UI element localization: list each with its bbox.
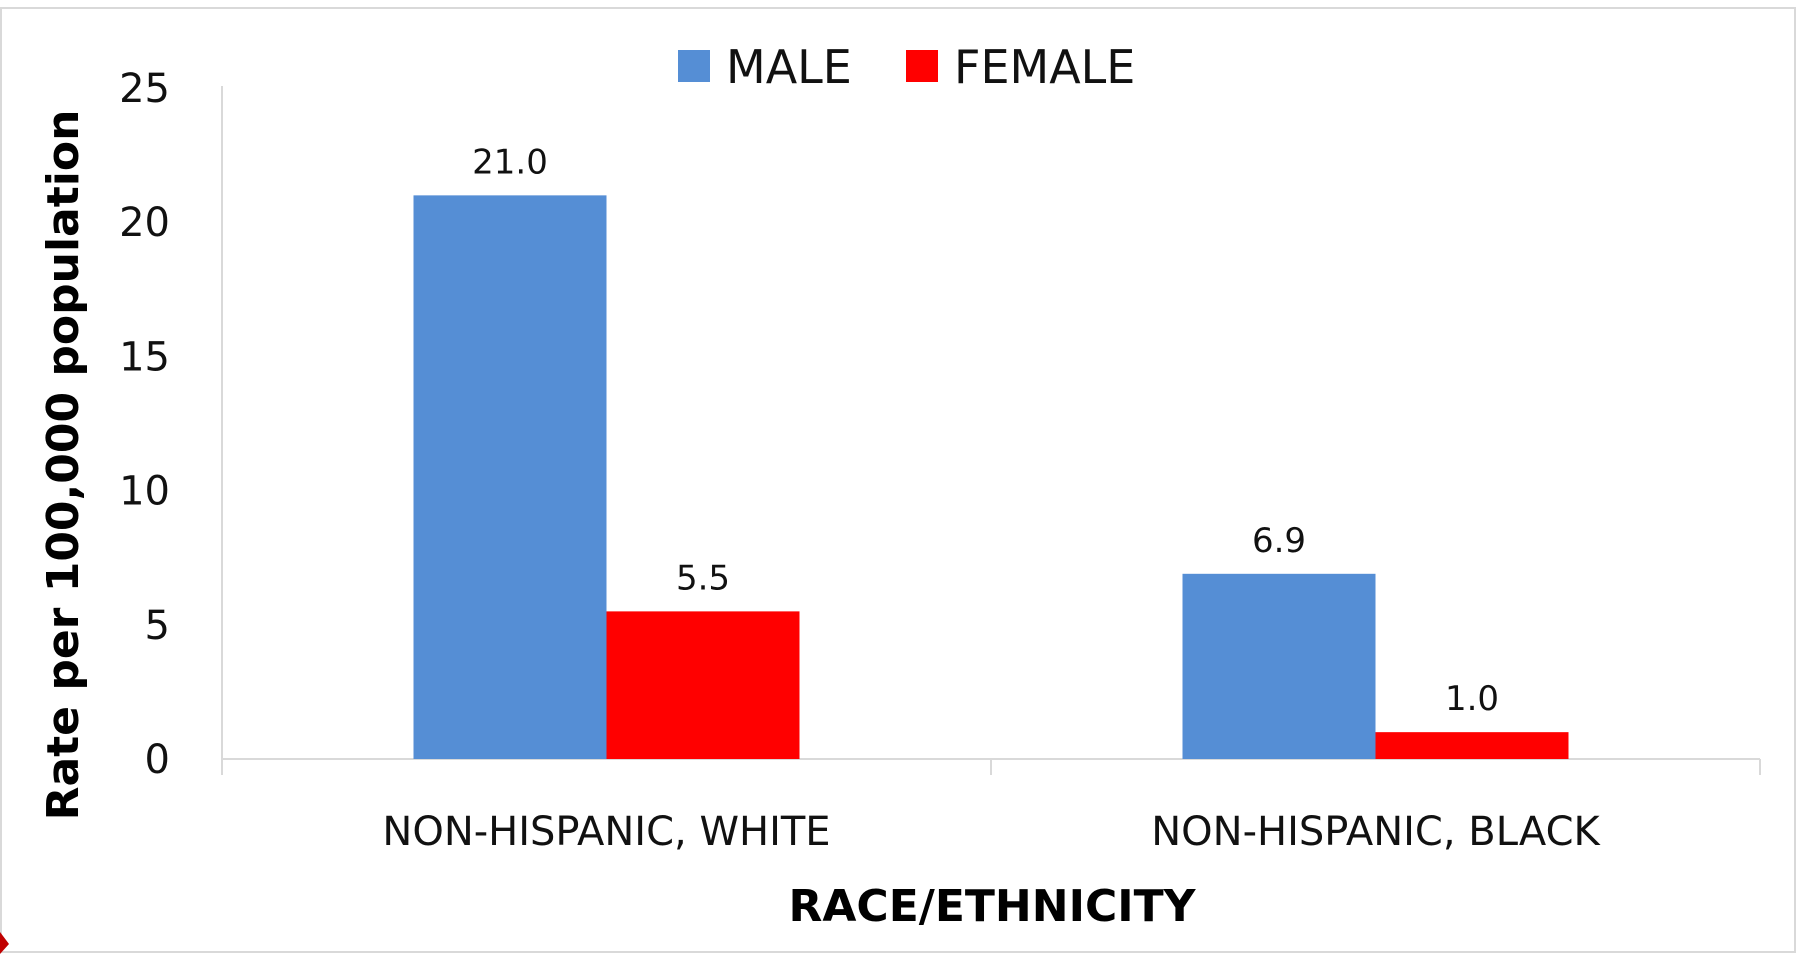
corner-accent [0, 932, 9, 954]
bar-male-1 [413, 195, 607, 760]
legend: MALE FEMALE [678, 40, 1135, 94]
y-tick-label: 25 [119, 66, 170, 112]
bar-female-1 [606, 611, 800, 759]
data-label: 21.0 [472, 142, 548, 182]
legend-label-male: MALE [726, 40, 852, 94]
legend-swatch-male [678, 50, 710, 82]
data-labels: 21.0 5.5 6.9 1.0 [472, 142, 1499, 719]
bar-female-2 [1375, 732, 1569, 759]
data-label: 5.5 [676, 558, 730, 598]
y-tick-label: 10 [119, 469, 170, 515]
bars [413, 195, 1569, 760]
legend-label-female: FEMALE [954, 40, 1135, 94]
x-category-label: NON-HISPANIC, WHITE [382, 809, 830, 855]
x-category-label: NON-HISPANIC, BLACK [1151, 809, 1601, 855]
y-tick-label: 20 [119, 200, 170, 246]
data-label: 1.0 [1445, 679, 1499, 719]
data-label: 6.9 [1252, 521, 1306, 561]
y-axis-ticks: 0 5 10 15 20 25 [119, 66, 170, 783]
y-tick-label: 0 [145, 737, 170, 783]
bar-male-2 [1182, 573, 1376, 759]
x-axis-title: RACE/ETHNICITY [789, 881, 1197, 932]
x-axis-categories: NON-HISPANIC, WHITE NON-HISPANIC, BLACK [382, 809, 1601, 855]
y-tick-label: 5 [145, 603, 170, 649]
legend-swatch-female [906, 50, 938, 82]
chart-border [0, 7, 1796, 953]
y-tick-label: 15 [119, 334, 170, 380]
y-axis-title: Rate per 100,000 population [38, 110, 89, 821]
